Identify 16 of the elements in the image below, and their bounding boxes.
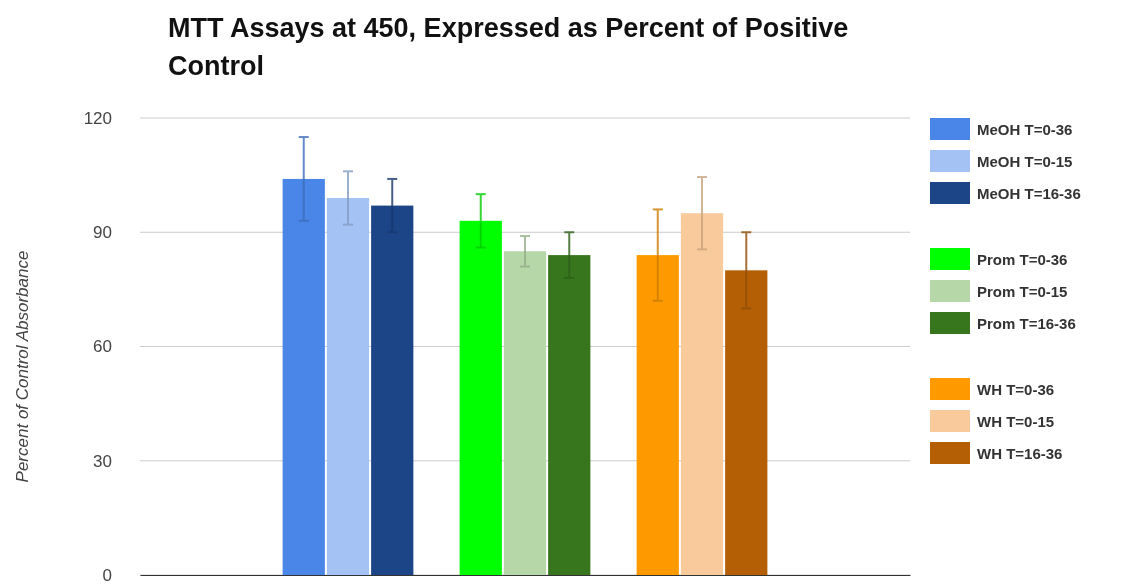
legend-label: MeOH T=0-15 bbox=[977, 153, 1073, 170]
y-tick-label: 0 bbox=[102, 565, 112, 584]
legend-label: Prom T=0-15 bbox=[977, 283, 1068, 300]
legend-label: WH T=0-15 bbox=[977, 413, 1055, 430]
legend-label: MeOH T=16-36 bbox=[977, 185, 1081, 202]
y-tick-label: 90 bbox=[93, 223, 112, 243]
y-tick-label: 120 bbox=[83, 108, 112, 128]
legend-label: Prom T=16-36 bbox=[977, 315, 1076, 332]
y-tick-label: 60 bbox=[93, 337, 112, 357]
legend-label: MeOH T=0-36 bbox=[977, 121, 1073, 138]
y-tick-label: 30 bbox=[93, 451, 112, 471]
y-axis-title: Percent of Control Absorbance bbox=[13, 250, 32, 483]
legend-label: WH T=0-36 bbox=[977, 381, 1055, 398]
legend-label: WH T=16-36 bbox=[977, 445, 1063, 462]
chart-title: MTT Assays at 450, Expressed as Percent of Positive Control bbox=[168, 13, 849, 81]
legend-label: Prom T=0-36 bbox=[977, 251, 1068, 268]
